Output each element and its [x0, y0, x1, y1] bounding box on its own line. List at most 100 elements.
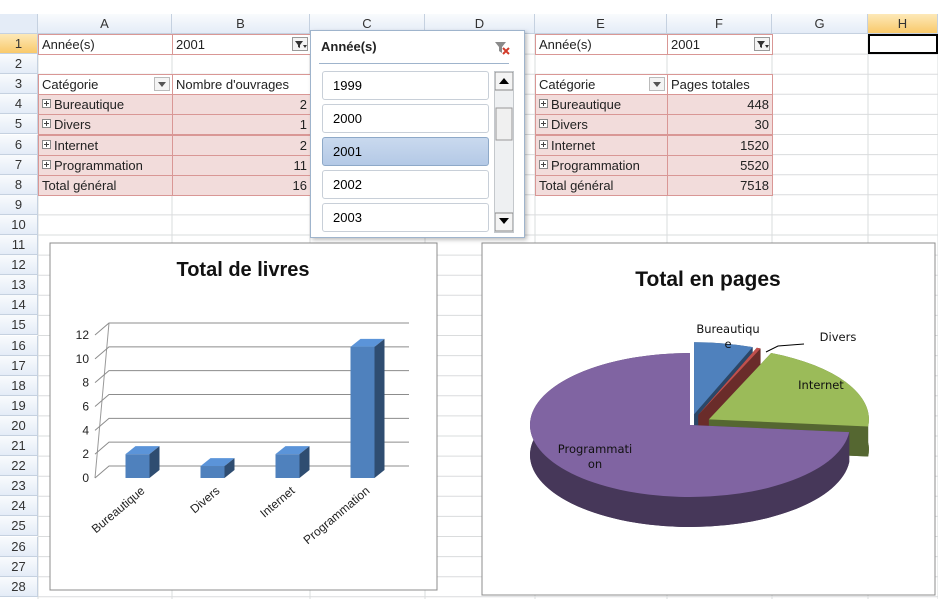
row-header: 19 — [0, 395, 38, 416]
cell-text: Programmation — [551, 157, 640, 173]
bar — [200, 466, 225, 478]
pie-label: Programmation — [557, 442, 633, 471]
row-header: 5 — [0, 114, 38, 135]
row-header: 26 — [0, 536, 38, 557]
total-value: 16 — [172, 174, 311, 196]
y-tick-label: 4 — [82, 423, 89, 437]
cell-text: 11 — [293, 157, 308, 173]
cell-text: Catégorie — [42, 77, 99, 93]
y-tick-label: 12 — [76, 328, 90, 342]
filter-icon[interactable] — [754, 37, 770, 51]
cell-text: Année(s) — [42, 37, 95, 52]
row-label: Internet — [535, 134, 668, 156]
row-header: 23 — [0, 476, 38, 497]
scrollbar[interactable] — [494, 71, 514, 233]
grid-line — [94, 370, 409, 384]
cell-text: Programmation — [54, 157, 143, 173]
bar-side — [149, 446, 160, 478]
slicer-item[interactable]: 2001 — [322, 137, 489, 166]
scrollbar-parts — [494, 71, 514, 232]
chart-title: Total en pages — [635, 268, 780, 291]
dropdown-icon[interactable] — [154, 77, 170, 92]
bar-top — [350, 338, 385, 347]
cell-text: Total général — [42, 177, 117, 193]
column-header: A — [38, 14, 172, 34]
grid-line — [94, 394, 409, 407]
row-header: 21 — [0, 436, 38, 457]
cell-text: 2 — [299, 97, 307, 113]
cell-text: 2 — [299, 137, 307, 153]
pie-slice — [694, 342, 753, 415]
cell-text: Bureautique — [551, 97, 622, 113]
slicer-item[interactable]: 2000 — [322, 104, 489, 133]
row-label: Programmation — [535, 154, 668, 176]
row-header: 3 — [0, 74, 38, 95]
cell-text: Internet — [54, 137, 99, 153]
row-header: 27 — [0, 556, 38, 577]
bar-top — [200, 458, 235, 467]
plus-icon[interactable] — [42, 158, 52, 172]
plus-icon[interactable] — [42, 138, 52, 152]
row-header: 28 — [0, 576, 38, 597]
cell-text: Année(s) — [539, 37, 592, 52]
cell-text: 2001 — [671, 37, 700, 52]
grid-line — [94, 441, 409, 455]
pie-slice — [698, 347, 761, 415]
leader-line — [765, 343, 805, 353]
row-header: 2 — [0, 54, 38, 75]
row-header: 1 — [0, 34, 38, 55]
row-header: 14 — [0, 295, 38, 316]
plus-icon[interactable] — [42, 117, 52, 131]
total-value: 7518 — [667, 174, 773, 196]
cell-text: Internet — [551, 137, 596, 153]
clear-filter-icon[interactable] — [494, 40, 510, 56]
plus-icon[interactable] — [539, 117, 549, 131]
row-header: 12 — [0, 255, 38, 276]
column-header: G — [772, 14, 868, 34]
cell-text: Nombre d'ouvrages — [176, 77, 290, 93]
column-header: E — [535, 14, 667, 34]
grid-line — [94, 346, 409, 360]
bar-side — [374, 338, 385, 478]
grid-line — [94, 322, 409, 336]
y-tick-label: 6 — [82, 400, 89, 414]
plus-icon[interactable] — [539, 97, 549, 111]
row-header: 24 — [0, 496, 38, 517]
slicer-item[interactable]: 2003 — [322, 203, 489, 232]
slicer-item[interactable]: 2002 — [322, 170, 489, 199]
y-tick-label: 8 — [82, 376, 89, 390]
pie-label-box: Programmation — [557, 442, 633, 471]
y-tick-label: 0 — [82, 471, 89, 485]
total-label: Total général — [535, 174, 668, 196]
bar — [350, 346, 375, 478]
cell-text: 1520 — [740, 137, 769, 153]
pivot-header: Catégorie — [535, 74, 668, 96]
dropdown-icon[interactable] — [649, 77, 665, 92]
row-header: 16 — [0, 335, 38, 356]
bar — [275, 454, 300, 478]
plus-icon[interactable] — [539, 158, 549, 172]
row-header: 8 — [0, 174, 38, 195]
column-header: B — [172, 14, 310, 34]
plus-icon[interactable] — [539, 138, 549, 152]
slicer-divider — [319, 63, 509, 64]
row-header: 17 — [0, 355, 38, 376]
bar-side — [224, 458, 235, 478]
grid-line — [94, 417, 409, 431]
plus-icon[interactable] — [42, 97, 52, 111]
row-header: 6 — [0, 134, 38, 155]
pie-label: Divers — [819, 330, 857, 344]
row-header: 15 — [0, 315, 38, 336]
row-header: 20 — [0, 415, 38, 436]
bar-top — [275, 446, 310, 455]
slicer[interactable]: Année(s) 1999 2000 2001 2002 2003 — [310, 30, 525, 238]
filter-icon[interactable] — [292, 37, 308, 51]
bar — [125, 454, 150, 478]
active-cell — [868, 34, 938, 55]
corner — [0, 14, 38, 34]
filter-value: 2001 — [667, 34, 773, 56]
slicer-item[interactable]: 1999 — [322, 71, 489, 100]
cell-text: Total général — [539, 177, 614, 193]
